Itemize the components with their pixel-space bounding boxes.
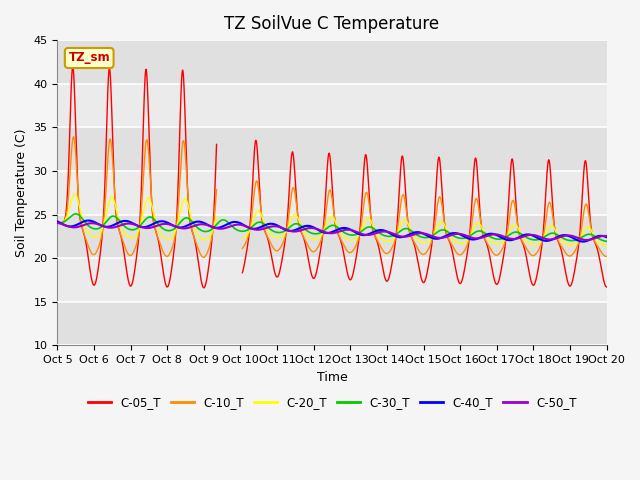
- C-20_T: [592, 236, 600, 241]
- C-30_T: [54, 220, 61, 226]
- X-axis label: Time: Time: [317, 371, 348, 384]
- C-40_T: [84, 217, 92, 223]
- Bar: [58, 84, 607, 127]
- C-10_T: [592, 240, 600, 246]
- Bar: [58, 258, 607, 302]
- Bar: [58, 302, 607, 346]
- C-40_T: [603, 234, 611, 240]
- Bar: [58, 215, 607, 258]
- C-20_T: [148, 206, 156, 212]
- C-40_T: [54, 218, 61, 224]
- C-20_T: [603, 243, 611, 249]
- C-20_T: [54, 220, 61, 226]
- C-50_T: [592, 235, 600, 240]
- C-30_T: [264, 225, 272, 230]
- C-50_T: [54, 220, 61, 226]
- Text: TZ_sm: TZ_sm: [68, 51, 110, 64]
- C-40_T: [116, 219, 124, 225]
- C-40_T: [264, 221, 272, 227]
- C-30_T: [72, 211, 80, 217]
- C-50_T: [532, 233, 540, 239]
- Bar: [58, 171, 607, 215]
- Bar: [58, 127, 607, 171]
- C-05_T: [288, 150, 296, 156]
- C-05_T: [148, 212, 156, 217]
- Legend: C-05_T, C-10_T, C-20_T, C-30_T, C-40_T, C-50_T: C-05_T, C-10_T, C-20_T, C-30_T, C-40_T, …: [83, 391, 581, 413]
- C-20_T: [264, 228, 272, 234]
- C-40_T: [592, 234, 600, 240]
- C-20_T: [288, 215, 296, 220]
- Bar: [58, 40, 607, 84]
- C-10_T: [603, 253, 611, 259]
- C-30_T: [288, 223, 296, 228]
- C-05_T: [116, 230, 124, 236]
- C-30_T: [149, 215, 157, 221]
- C-50_T: [116, 223, 124, 228]
- C-10_T: [264, 235, 272, 241]
- C-05_T: [592, 242, 600, 248]
- C-05_T: [54, 220, 61, 226]
- C-40_T: [288, 228, 296, 234]
- C-40_T: [533, 235, 541, 240]
- C-50_T: [288, 228, 296, 234]
- C-10_T: [148, 208, 156, 214]
- C-50_T: [603, 233, 611, 239]
- C-10_T: [288, 188, 296, 194]
- C-20_T: [116, 221, 124, 227]
- Line: C-10_T: C-10_T: [58, 137, 607, 257]
- C-05_T: [603, 284, 611, 290]
- C-30_T: [592, 234, 600, 240]
- C-30_T: [116, 218, 124, 224]
- C-10_T: [54, 220, 61, 226]
- C-30_T: [533, 237, 541, 243]
- C-50_T: [264, 225, 272, 230]
- C-50_T: [148, 224, 156, 230]
- C-40_T: [149, 221, 157, 227]
- Title: TZ SoilVue C Temperature: TZ SoilVue C Temperature: [225, 15, 440, 33]
- Line: C-20_T: C-20_T: [58, 194, 607, 246]
- Line: C-40_T: C-40_T: [58, 220, 607, 241]
- C-20_T: [533, 241, 541, 247]
- C-10_T: [533, 250, 541, 256]
- C-50_T: [583, 237, 591, 243]
- Line: C-30_T: C-30_T: [58, 214, 607, 241]
- C-40_T: [579, 239, 587, 244]
- C-05_T: [533, 273, 541, 279]
- C-05_T: [264, 237, 272, 243]
- Line: C-05_T: C-05_T: [58, 67, 607, 288]
- C-30_T: [603, 239, 611, 244]
- C-10_T: [116, 230, 124, 236]
- Line: C-50_T: C-50_T: [58, 223, 607, 240]
- Y-axis label: Soil Temperature (C): Soil Temperature (C): [15, 129, 28, 257]
